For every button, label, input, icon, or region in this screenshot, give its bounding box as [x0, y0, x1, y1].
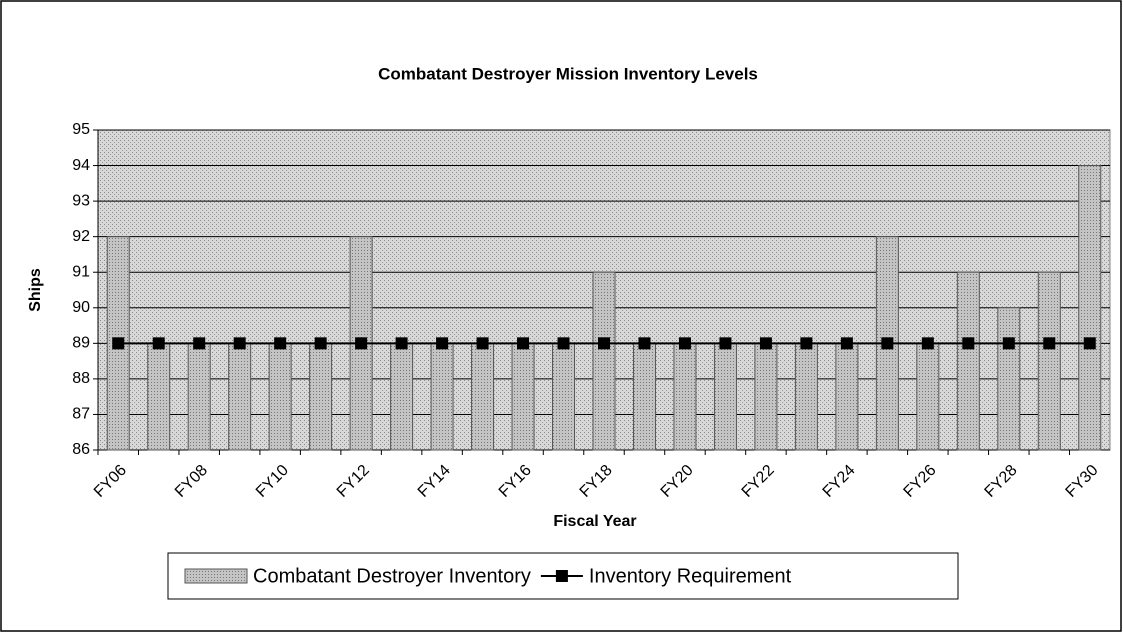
bar [713, 342, 737, 451]
bar [673, 342, 697, 451]
bar [268, 342, 292, 451]
marker [921, 337, 934, 350]
marker [1002, 337, 1015, 350]
y-tick-label: 89 [72, 335, 90, 352]
bar [754, 342, 778, 451]
y-tick-label: 90 [72, 299, 90, 316]
marker [962, 337, 975, 350]
bar [916, 342, 940, 451]
bar [552, 342, 576, 451]
marker [112, 337, 125, 350]
y-tick-label: 91 [72, 263, 90, 280]
bar [1078, 165, 1102, 451]
marker [557, 337, 570, 350]
bar [794, 342, 818, 451]
marker [476, 337, 489, 350]
bar [632, 342, 656, 451]
chart-title: Combatant Destroyer Mission Inventory Le… [378, 64, 758, 83]
marker [840, 337, 853, 350]
y-tick-label: 87 [72, 406, 90, 423]
bar [309, 342, 333, 451]
bar [471, 342, 495, 451]
marker [719, 337, 732, 350]
bar [187, 342, 211, 451]
legend-label: Combatant Destroyer Inventory [253, 565, 531, 587]
marker [800, 337, 813, 350]
marker [314, 337, 327, 350]
bar [430, 342, 454, 451]
y-tick-label: 94 [72, 157, 90, 174]
marker [881, 337, 894, 350]
bar [147, 342, 171, 451]
bar [956, 271, 980, 451]
y-axis-title: Ships [27, 268, 44, 312]
legend-label: Inventory Requirement [589, 565, 792, 587]
marker [193, 337, 206, 350]
marker [759, 337, 772, 350]
marker [395, 337, 408, 350]
marker [1043, 337, 1056, 350]
y-tick-label: 93 [72, 192, 90, 209]
marker [638, 337, 651, 350]
bar [835, 342, 859, 451]
marker [1083, 337, 1096, 350]
y-tick-label: 88 [72, 370, 90, 387]
marker [274, 337, 287, 350]
marker [678, 337, 691, 350]
bar [592, 271, 616, 451]
bar [390, 342, 414, 451]
y-tick-label: 86 [72, 441, 90, 458]
legend-marker [555, 570, 568, 582]
marker [436, 337, 449, 350]
bar [228, 342, 252, 451]
bar [997, 307, 1021, 451]
x-axis-title: Fiscal Year [553, 513, 636, 530]
legend-swatch [184, 568, 248, 584]
bar [1037, 271, 1061, 451]
marker [598, 337, 610, 350]
y-tick-label: 92 [72, 228, 90, 245]
marker [355, 337, 368, 350]
marker [152, 337, 165, 350]
marker [517, 337, 530, 350]
marker [233, 337, 246, 350]
y-tick-label: 95 [72, 121, 90, 138]
bar [511, 342, 535, 451]
